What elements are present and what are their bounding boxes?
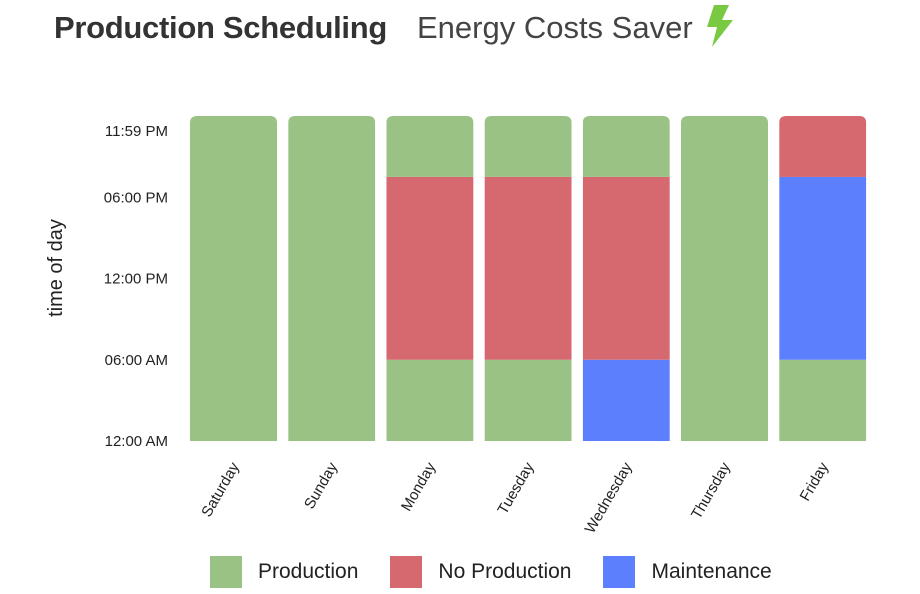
segment-saturday-production [190, 116, 277, 441]
segment-monday-production [386, 116, 474, 177]
x-axis-ticks: Saturday Sunday Monday Tuesday Wednesday Thur… [198, 459, 832, 536]
chart-header: Production Scheduling Energy Costs Saver [54, 4, 735, 52]
chart-title: Production Scheduling [54, 10, 387, 45]
x-tick-label-friday: Friday [797, 459, 833, 504]
x-tick-label-tuesday: Tuesday [494, 459, 537, 517]
y-tick-label: 06:00 AM [105, 352, 168, 369]
bar-thursday [681, 116, 768, 441]
legend-label-maintenance: Maintenance [651, 560, 772, 583]
y-axis-ticks: 12:00 AM 06:00 AM 12:00 PM 06:00 PM 11:59 PM [104, 123, 168, 450]
y-tick-label: 12:00 PM [104, 271, 168, 288]
segment-friday-maintenance [779, 176, 867, 360]
legend-item-maintenance: Maintenance [603, 556, 772, 588]
bar-friday [779, 116, 867, 441]
legend-label-production: Production [258, 560, 359, 583]
legend-swatch-production [210, 556, 242, 588]
x-tick-label-wednesday: Wednesday [582, 459, 636, 536]
legend-item-no-production: No Production [390, 556, 571, 588]
legend: Production No Production Maintenance [210, 556, 772, 588]
chart-subtitle: Energy Costs Saver [416, 10, 693, 45]
bar-saturday [190, 116, 277, 441]
segment-thursday-production [681, 116, 768, 441]
legend-swatch-maintenance [603, 556, 636, 588]
segment-wednesday-no-production [582, 176, 670, 360]
lightning-bolt-icon [705, 4, 735, 52]
segment-tuesday-production [484, 359, 572, 441]
legend-label-no-production: No Production [438, 560, 572, 583]
y-tick-label: 12:00 AM [105, 433, 168, 450]
segment-monday-no-production [386, 176, 474, 360]
segment-monday-production [386, 359, 474, 441]
segment-wednesday-maintenance [582, 359, 670, 441]
y-tick-label: 11:59 PM [105, 123, 168, 140]
y-tick-label: 06:00 PM [104, 189, 168, 206]
segment-tuesday-no-production [484, 176, 572, 360]
segment-wednesday-production [582, 116, 670, 177]
segment-friday-no-production [779, 116, 867, 177]
segment-tuesday-production [484, 116, 572, 177]
legend-item-production: Production [210, 556, 358, 588]
segment-sunday-production [288, 116, 376, 441]
x-tick-label-monday: Monday [398, 459, 440, 514]
bar-sunday [288, 116, 376, 441]
x-tick-label-saturday: Saturday [198, 459, 243, 520]
bar-monday [386, 116, 474, 441]
segment-friday-production [779, 359, 867, 441]
x-tick-label-sunday: Sunday [301, 459, 341, 512]
legend-swatch-no-production [390, 556, 423, 588]
bars [190, 116, 867, 441]
bar-wednesday [582, 116, 670, 441]
bar-tuesday [484, 116, 572, 441]
x-tick-label-thursday: Thursday [688, 459, 734, 522]
y-axis-label: time of day [45, 219, 67, 317]
